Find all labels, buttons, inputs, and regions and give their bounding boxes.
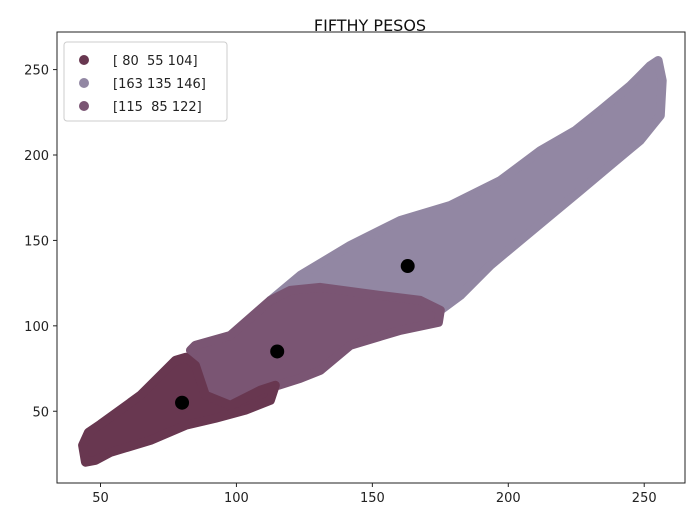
chart-title: FIFTHY PESOS [314,16,426,35]
y-tick-label: 200 [24,149,49,164]
y-tick-label: 50 [32,405,49,420]
legend: [ 80 55 104] [163 135 146] [115 85 122] [63,41,228,122]
cluster-region-2 [78,352,280,467]
centroid-point [175,395,190,410]
legend-label: [ 80 55 104] [113,54,198,69]
cluster-region-1 [186,282,445,410]
x-tick-label: 50 [92,491,109,506]
x-tick-label: 200 [496,491,521,506]
x-tick-label: 250 [632,491,657,506]
x-tick-label: 150 [360,491,385,506]
y-tick-label: 100 [24,320,49,335]
y-tick-label: 150 [24,234,49,249]
legend-label: [115 85 122] [113,100,202,115]
x-tick-label: 100 [224,491,249,506]
legend-box [63,41,228,122]
legend-marker [79,78,89,88]
legend-marker [79,101,89,111]
y-tick-label: 250 [24,64,49,79]
centroid-point [400,259,415,274]
cluster-region-0 [265,56,667,315]
legend-label: [163 135 146] [113,77,206,92]
plot-frame [56,31,686,484]
legend-marker [79,55,89,65]
centroid-point [270,344,285,359]
